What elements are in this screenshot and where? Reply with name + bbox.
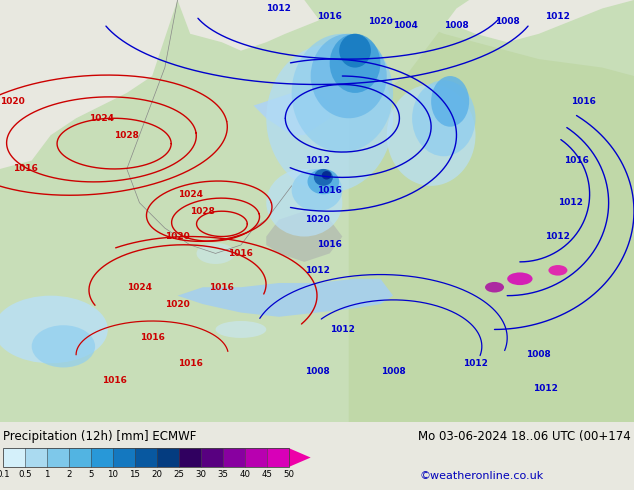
Text: 0.5: 0.5: [18, 470, 32, 479]
Text: 1012: 1012: [304, 266, 330, 275]
Ellipse shape: [431, 76, 469, 127]
Polygon shape: [0, 0, 634, 422]
Text: 1028: 1028: [114, 131, 139, 140]
Text: 0.1: 0.1: [0, 470, 10, 479]
Text: 1016: 1016: [317, 12, 342, 22]
Text: 1016: 1016: [228, 249, 254, 258]
Text: 1016: 1016: [139, 333, 165, 343]
Bar: [157, 448, 179, 467]
Text: 1028: 1028: [190, 207, 216, 216]
Ellipse shape: [197, 243, 235, 264]
Polygon shape: [209, 127, 254, 156]
Text: 40: 40: [239, 470, 250, 479]
Ellipse shape: [216, 321, 266, 338]
Text: 1008: 1008: [495, 17, 520, 25]
Text: 1012: 1012: [304, 156, 330, 165]
Bar: [135, 448, 157, 467]
Bar: [201, 448, 223, 467]
Polygon shape: [178, 279, 393, 317]
Text: 1024: 1024: [178, 190, 203, 199]
Ellipse shape: [266, 45, 393, 192]
Bar: [245, 448, 267, 467]
Ellipse shape: [548, 265, 567, 275]
Ellipse shape: [311, 34, 387, 118]
Text: 1012: 1012: [545, 232, 571, 241]
Text: 1008: 1008: [526, 350, 552, 359]
Text: Mo 03-06-2024 18..06 UTC (00+174: Mo 03-06-2024 18..06 UTC (00+174: [418, 431, 631, 443]
Polygon shape: [266, 211, 342, 262]
Text: 35: 35: [217, 470, 228, 479]
Text: Precipitation (12h) [mm] ECMWF: Precipitation (12h) [mm] ECMWF: [3, 431, 197, 443]
Text: 25: 25: [173, 470, 184, 479]
Ellipse shape: [307, 169, 339, 195]
Text: 1020: 1020: [165, 232, 190, 241]
Text: 1016: 1016: [209, 283, 235, 292]
Ellipse shape: [507, 272, 533, 285]
Bar: [113, 448, 135, 467]
Ellipse shape: [339, 34, 371, 68]
Text: 50: 50: [283, 470, 294, 479]
Text: 1012: 1012: [463, 359, 488, 368]
Polygon shape: [349, 0, 634, 422]
Bar: [3, 448, 25, 467]
Ellipse shape: [292, 34, 393, 152]
Text: 1016: 1016: [101, 376, 127, 385]
Text: 1016: 1016: [564, 156, 590, 165]
Polygon shape: [288, 448, 311, 467]
Text: 1008: 1008: [444, 21, 469, 30]
Text: 1016: 1016: [178, 359, 203, 368]
Polygon shape: [254, 93, 330, 135]
Text: 1020: 1020: [0, 97, 25, 106]
Ellipse shape: [292, 169, 342, 211]
Text: 45: 45: [261, 470, 272, 479]
Bar: [69, 448, 91, 467]
Text: 5: 5: [88, 470, 94, 479]
Bar: [25, 448, 47, 467]
Bar: [91, 448, 113, 467]
Text: 1024: 1024: [89, 114, 114, 123]
Ellipse shape: [412, 80, 476, 156]
Text: 1008: 1008: [380, 367, 406, 376]
Text: 1012: 1012: [558, 198, 583, 207]
Text: 30: 30: [195, 470, 206, 479]
Bar: [267, 448, 288, 467]
Text: 1016: 1016: [317, 241, 342, 249]
Ellipse shape: [266, 169, 342, 237]
Ellipse shape: [321, 171, 331, 179]
Text: 1016: 1016: [317, 186, 342, 195]
Bar: [3, 448, 288, 467]
Text: 1012: 1012: [545, 12, 571, 22]
Ellipse shape: [314, 169, 333, 186]
Text: 1: 1: [44, 470, 50, 479]
Text: 1016: 1016: [571, 97, 596, 106]
Text: 10: 10: [108, 470, 119, 479]
Bar: [179, 448, 201, 467]
Ellipse shape: [387, 84, 476, 186]
Text: 1016: 1016: [13, 165, 38, 173]
Ellipse shape: [485, 282, 504, 293]
Text: 20: 20: [152, 470, 162, 479]
Text: 1020: 1020: [304, 215, 330, 224]
Text: 1012: 1012: [330, 325, 355, 334]
Text: 1020: 1020: [368, 17, 393, 25]
Text: 1024: 1024: [127, 283, 152, 292]
Text: 1012: 1012: [266, 4, 292, 13]
Text: 1004: 1004: [393, 21, 418, 30]
Text: 1008: 1008: [304, 367, 330, 376]
Text: 1012: 1012: [533, 384, 558, 393]
Ellipse shape: [32, 325, 95, 368]
Bar: [47, 448, 69, 467]
Ellipse shape: [330, 34, 380, 93]
Text: 2: 2: [67, 470, 72, 479]
Text: ©weatheronline.co.uk: ©weatheronline.co.uk: [420, 471, 544, 481]
Polygon shape: [304, 0, 469, 93]
Text: 15: 15: [129, 470, 141, 479]
Bar: [223, 448, 245, 467]
Ellipse shape: [0, 295, 108, 363]
Text: 1020: 1020: [165, 299, 190, 309]
